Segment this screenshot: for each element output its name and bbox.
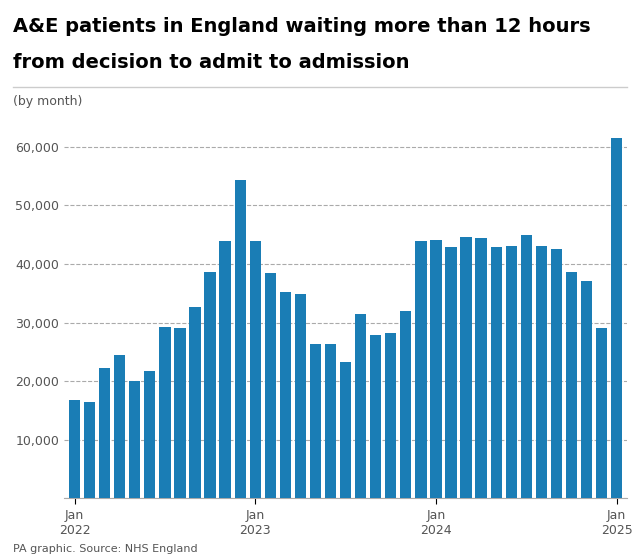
Text: (by month): (by month) — [13, 95, 82, 108]
Bar — [415, 241, 426, 498]
Bar — [280, 292, 291, 498]
Bar — [310, 344, 321, 498]
Bar — [551, 249, 562, 498]
Bar — [460, 237, 472, 498]
Bar — [114, 356, 125, 498]
Bar — [581, 281, 592, 498]
Bar — [265, 273, 276, 498]
Bar — [490, 246, 502, 498]
Bar — [250, 241, 261, 498]
Bar — [220, 241, 231, 498]
Bar — [445, 246, 457, 498]
Bar — [129, 381, 140, 498]
Bar — [521, 235, 532, 498]
Bar — [69, 400, 80, 498]
Bar — [355, 314, 366, 498]
Bar — [506, 246, 517, 498]
Bar — [159, 327, 170, 498]
Bar — [566, 272, 577, 498]
Bar — [476, 238, 487, 498]
Bar — [234, 180, 246, 498]
Bar — [370, 335, 381, 498]
Bar — [99, 368, 110, 498]
Bar — [400, 311, 412, 498]
Text: PA graphic. Source: NHS England: PA graphic. Source: NHS England — [13, 544, 197, 554]
Bar — [536, 246, 547, 498]
Bar — [385, 333, 396, 498]
Bar — [325, 344, 336, 498]
Bar — [611, 138, 622, 498]
Bar — [430, 240, 442, 498]
Text: A&E patients in England waiting more than 12 hours: A&E patients in England waiting more tha… — [13, 17, 591, 36]
Bar — [174, 328, 186, 498]
Text: from decision to admit to admission: from decision to admit to admission — [13, 53, 410, 72]
Bar — [84, 402, 95, 498]
Bar — [189, 307, 201, 498]
Bar — [295, 295, 306, 498]
Bar — [204, 272, 216, 498]
Bar — [144, 371, 156, 498]
Bar — [596, 328, 607, 498]
Bar — [340, 362, 351, 498]
